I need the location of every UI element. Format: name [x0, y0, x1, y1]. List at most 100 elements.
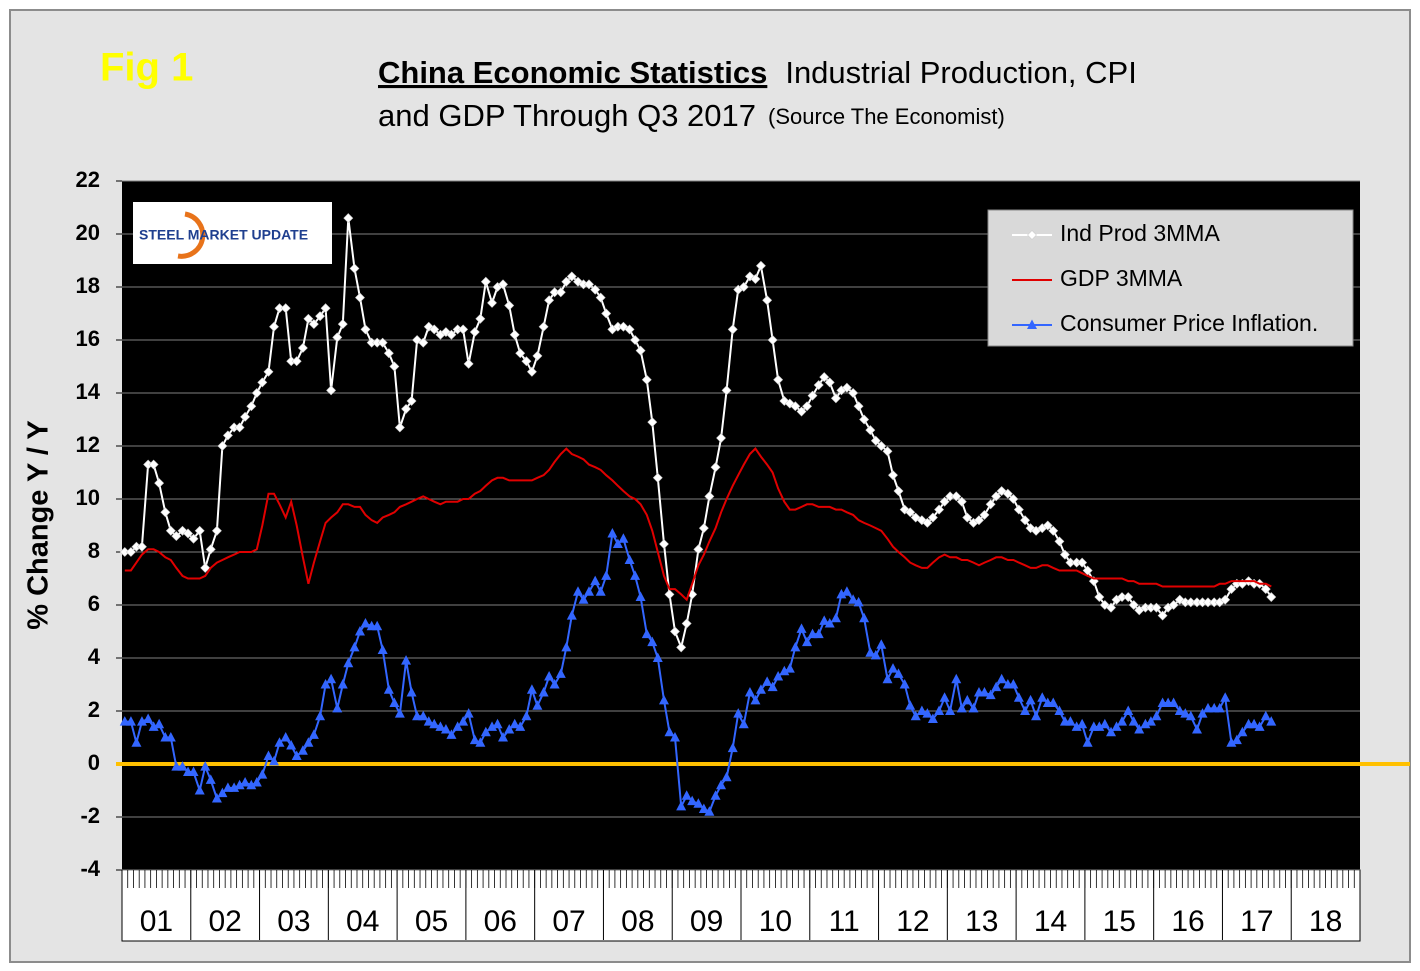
data-point	[1214, 702, 1225, 713]
data-point	[1266, 592, 1277, 602]
x-tick-label: 07	[552, 905, 585, 938]
data-point	[841, 586, 852, 596]
data-point	[618, 533, 629, 543]
data-point	[767, 681, 778, 692]
data-point	[1099, 718, 1110, 729]
data-point	[979, 509, 990, 520]
data-point	[469, 734, 480, 745]
data-point	[1145, 716, 1156, 726]
data-point	[1037, 692, 1048, 702]
data-point	[532, 700, 543, 710]
data-point	[458, 716, 469, 726]
data-point	[389, 361, 400, 372]
data-point	[1220, 594, 1231, 605]
data-point	[578, 594, 589, 604]
data-point	[870, 435, 881, 446]
data-point	[819, 615, 830, 625]
data-point	[962, 512, 973, 523]
data-point	[572, 586, 583, 596]
data-point	[830, 393, 841, 404]
data-point	[211, 792, 222, 803]
y-tick-label: 4	[88, 644, 101, 669]
data-point	[934, 705, 945, 715]
data-point	[796, 406, 807, 417]
data-point	[291, 750, 302, 761]
data-point	[423, 321, 434, 332]
data-point	[291, 356, 302, 367]
data-point	[171, 531, 182, 542]
data-point	[738, 282, 749, 292]
data-point	[308, 319, 319, 330]
data-point	[1220, 692, 1231, 702]
data-point	[813, 380, 824, 390]
data-point	[526, 684, 537, 694]
y-axis-label: % Change Y / Y	[23, 420, 55, 630]
data-point	[1106, 726, 1117, 737]
data-point	[1191, 724, 1202, 734]
y-tick-label: 10	[76, 485, 100, 510]
data-point	[945, 705, 956, 715]
data-point	[1123, 592, 1134, 602]
data-point	[1128, 716, 1139, 726]
data-point	[951, 491, 962, 502]
data-point	[1094, 592, 1105, 602]
data-point	[177, 761, 188, 771]
fig-label: Fig 1	[100, 46, 193, 90]
data-point	[721, 385, 732, 396]
series-layer	[116, 213, 1410, 816]
data-point	[377, 337, 388, 348]
data-point	[652, 472, 663, 483]
data-point	[263, 366, 274, 377]
data-point	[1151, 602, 1162, 613]
data-point	[211, 525, 222, 536]
data-point	[463, 708, 474, 718]
data-point	[996, 486, 1007, 496]
data-point	[859, 414, 870, 425]
data-point	[676, 800, 687, 811]
data-point	[887, 663, 898, 673]
data-point	[647, 636, 658, 647]
legend-label: GDP 3MMA	[1060, 265, 1183, 291]
data-point	[744, 686, 755, 697]
data-point	[985, 499, 996, 510]
data-point	[469, 327, 480, 337]
data-point	[991, 491, 1002, 502]
data-point	[968, 702, 979, 713]
data-point	[951, 673, 962, 684]
data-point	[1048, 697, 1059, 708]
data-point	[790, 401, 801, 412]
data-point	[916, 515, 927, 526]
data-point	[269, 321, 279, 332]
data-point	[349, 641, 360, 652]
data-point	[280, 732, 291, 742]
y-tick-label: 16	[76, 326, 100, 351]
data-point	[1071, 721, 1082, 731]
data-point	[910, 512, 921, 523]
data-point	[676, 642, 687, 653]
data-point	[566, 271, 577, 282]
data-point	[590, 284, 601, 295]
data-point	[423, 716, 434, 726]
data-point	[1249, 718, 1260, 729]
data-point	[1157, 610, 1168, 621]
x-tick-label: 09	[690, 905, 723, 938]
y-tick-label: -4	[80, 856, 100, 881]
data-point	[1008, 494, 1019, 504]
data-point	[326, 673, 337, 684]
data-point	[458, 324, 469, 335]
data-point	[1123, 705, 1134, 715]
data-point	[612, 538, 623, 549]
title-line-2: and GDP Through Q3 2017 (Source The Econo…	[378, 98, 1005, 133]
data-point	[526, 366, 537, 377]
data-point	[927, 713, 938, 723]
data-point	[148, 721, 159, 731]
x-tick-label: 10	[759, 905, 792, 938]
data-point	[922, 708, 933, 718]
data-point	[332, 702, 343, 713]
data-point	[246, 401, 257, 412]
data-point	[1111, 721, 1122, 731]
data-point	[521, 356, 532, 367]
data-point	[394, 422, 405, 433]
data-point	[452, 721, 463, 731]
